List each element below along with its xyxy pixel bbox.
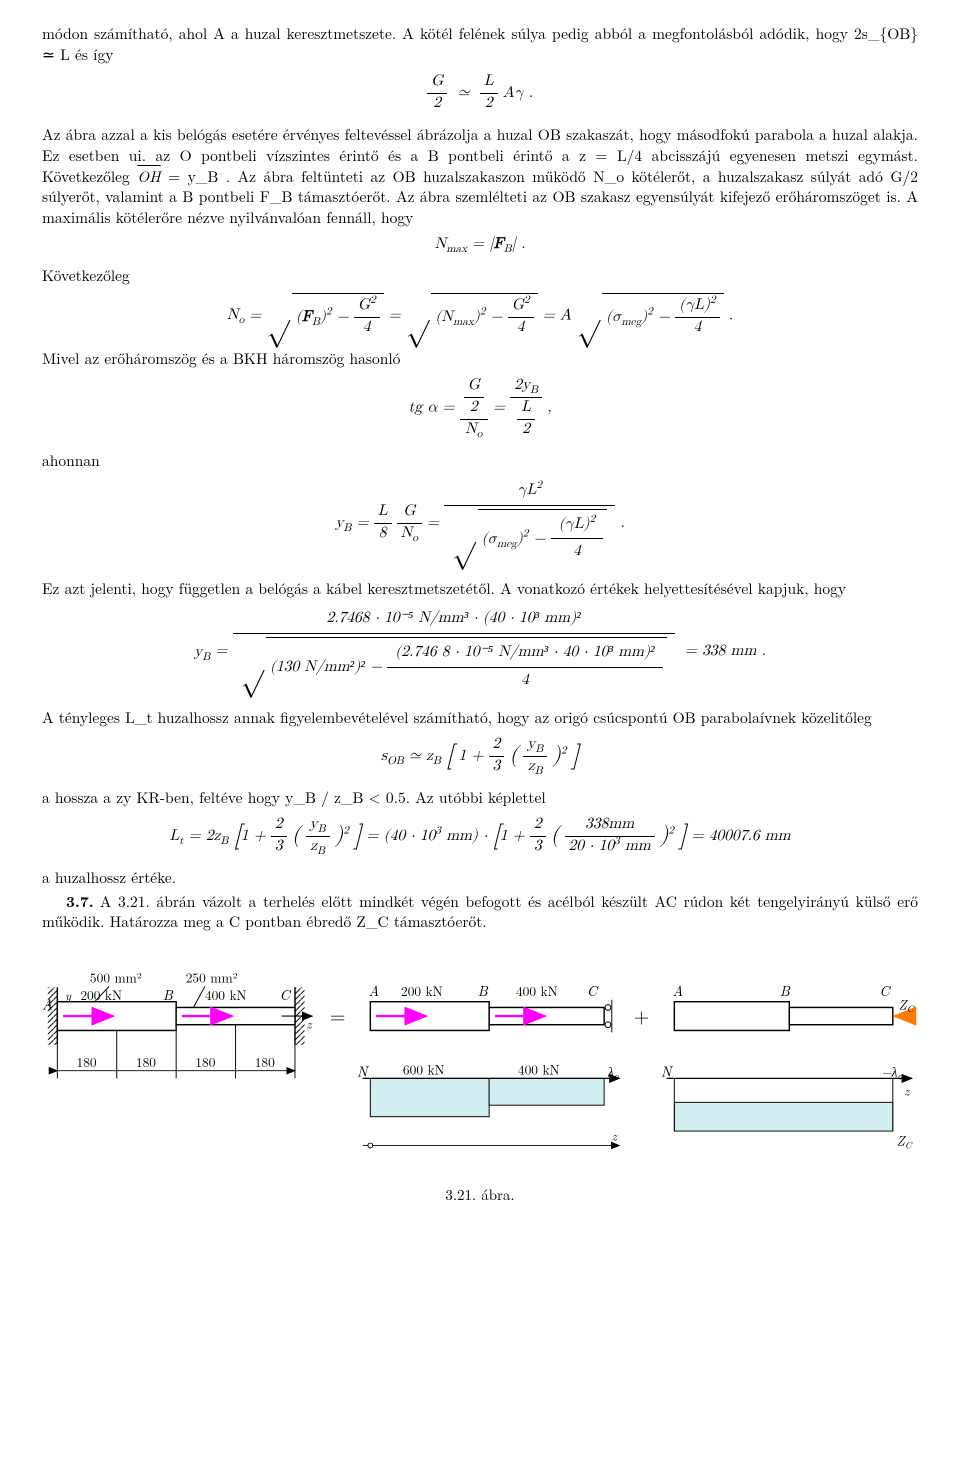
equation-8: Lt = 2zB [1 + 23 ( yBzB )2 ] = (40 · 103… bbox=[42, 815, 918, 858]
svg-text:B: B bbox=[478, 981, 489, 1001]
figure-3-21: 500 mm² 250 mm² A y B C 200 kN 400 kN z … bbox=[42, 949, 918, 1179]
paragraph-2: Az ábra azzal a kis belógás esetére érvé… bbox=[42, 125, 918, 230]
equation-1: G2 ≃ L2 Aγ . bbox=[42, 72, 918, 115]
svg-text:C: C bbox=[880, 981, 892, 1001]
diagram-1: 500 mm² 250 mm² A y B C 200 kN 400 kN z … bbox=[42, 949, 320, 1179]
svg-text:C: C bbox=[587, 981, 599, 1001]
equation-6: yB = 2.7468 · 10⁻⁵ N/mm³ · (40 · 10³ mm)… bbox=[42, 606, 918, 698]
equation-3: No = √(FB)2 − G24 = √(Nmax)2 − G24 = A √… bbox=[42, 293, 918, 339]
svg-text:600 kN: 600 kN bbox=[403, 1060, 445, 1079]
equals-sign: = bbox=[330, 1001, 346, 1128]
svg-text:C: C bbox=[280, 985, 292, 1005]
svg-text:180: 180 bbox=[136, 1052, 156, 1071]
paragraph-6: a hossza a zy KR-ben, feltéve hogy y_B /… bbox=[42, 788, 918, 809]
svg-text:B: B bbox=[780, 981, 791, 1001]
paragraph-5: A tényleges L_t huzalhossz annak figyele… bbox=[42, 708, 918, 729]
equation-7: sOB ≃ zB [ 1 + 23 ( yBzB )2 ] bbox=[42, 735, 918, 778]
svg-text:180: 180 bbox=[76, 1052, 96, 1071]
svg-text:200 kN: 200 kN bbox=[80, 985, 122, 1004]
svg-text:200 kN: 200 kN bbox=[401, 981, 443, 1000]
svg-text:λo: λo bbox=[607, 1062, 619, 1083]
svg-text:−λo: −λo bbox=[882, 1062, 903, 1083]
figure-caption: 3.21. ábra. bbox=[42, 1185, 918, 1205]
paragraph-1: módon számítható, ahol A a huzal kereszt… bbox=[42, 24, 918, 66]
svg-text:180: 180 bbox=[195, 1052, 215, 1071]
svg-text:z: z bbox=[306, 1015, 312, 1033]
svg-text:ZC: ZC bbox=[899, 995, 915, 1016]
svg-text:A: A bbox=[42, 995, 53, 1015]
equation-4: tg α = G2 No = 2yB L2 , bbox=[42, 376, 918, 441]
paragraph-4: Ez azt jelenti, hogy független a belógás… bbox=[42, 579, 918, 600]
equation-2: Nmax = |FB| . bbox=[42, 235, 918, 256]
svg-text:A: A bbox=[673, 981, 684, 1001]
paragraph-3: Mivel az erőháromszög és a BKH háromszög… bbox=[42, 349, 918, 370]
svg-text:A: A bbox=[369, 981, 380, 1001]
svg-text:B: B bbox=[163, 985, 174, 1005]
svg-text:z: z bbox=[612, 1127, 618, 1145]
svg-text:z: z bbox=[905, 1082, 911, 1100]
svg-text:400 kN: 400 kN bbox=[516, 981, 558, 1000]
svg-text:ZC: ZC bbox=[897, 1131, 913, 1152]
diagram-3: A B C ZC N −λo z ZC bbox=[659, 949, 918, 1179]
diagram-2: A B C 200 kN 400 kN N λo 600 kN 400 kN z bbox=[355, 949, 623, 1179]
section-3-7: 3.7.A 3.21. ábrán vázolt a terhelés előt… bbox=[42, 891, 918, 934]
area1-label: 500 mm² bbox=[90, 968, 142, 987]
kovetkezoleg: Következőleg bbox=[42, 266, 918, 287]
equation-5: yB = L8 GNo = γL2 √(σmeg)2 − (γL)24 . bbox=[42, 478, 918, 570]
svg-text:180: 180 bbox=[255, 1052, 275, 1071]
paragraph-7: a huzalhossz értéke. bbox=[42, 868, 918, 889]
plus-sign: + bbox=[634, 1001, 650, 1128]
svg-text:y: y bbox=[65, 986, 72, 1004]
area2-label: 250 mm² bbox=[186, 968, 238, 987]
svg-text:400 kN: 400 kN bbox=[205, 985, 247, 1004]
svg-text:400 kN: 400 kN bbox=[518, 1060, 560, 1079]
ahonnan: ahonnan bbox=[42, 451, 918, 472]
